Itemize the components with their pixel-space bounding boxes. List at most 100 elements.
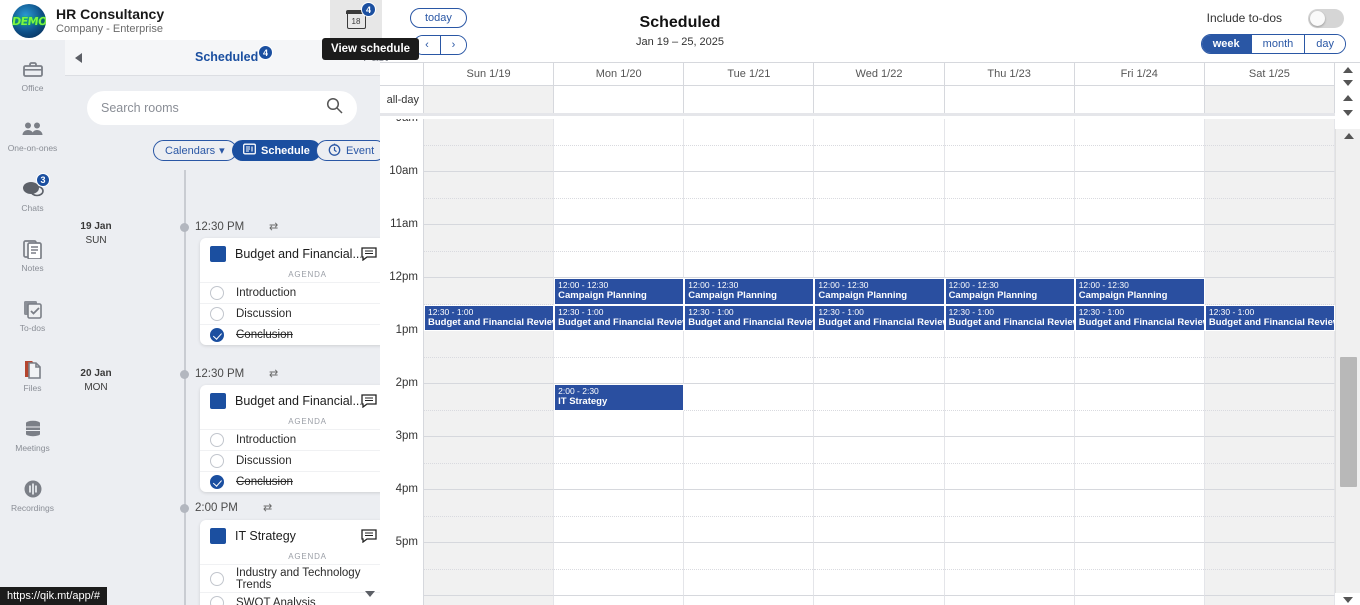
grid-cell[interactable] [554, 119, 685, 172]
allday-scroll-down-icon[interactable] [1335, 76, 1360, 89]
grid-cell[interactable] [1204, 172, 1335, 225]
grid-cell[interactable] [1075, 596, 1205, 605]
allday-scroll-down-icon-2[interactable] [1335, 106, 1360, 119]
grid-cell[interactable] [684, 331, 815, 384]
grid-cell[interactable] [554, 172, 685, 225]
sidebar-item-office[interactable]: Office [0, 52, 65, 100]
grid-cell[interactable] [1074, 437, 1205, 490]
calendar-event[interactable]: 12:00 - 12:30 Campaign Planning [944, 278, 1075, 305]
search-input[interactable] [101, 101, 326, 115]
scrollbar-track[interactable] [1335, 129, 1360, 593]
all-day-cell-tue[interactable] [684, 86, 815, 113]
grid-cell[interactable] [684, 543, 815, 596]
grid-cell[interactable] [1204, 543, 1335, 596]
sidebar-item-todos[interactable]: To-dos [0, 292, 65, 340]
grid-cell[interactable] [424, 596, 555, 605]
chat-icon[interactable] [361, 529, 377, 544]
schedule-button[interactable]: Schedule [232, 140, 321, 161]
grid-cell[interactable] [1074, 331, 1205, 384]
grid-cell[interactable] [814, 437, 945, 490]
grid-cell[interactable] [1204, 119, 1335, 172]
calendar-event[interactable]: 12:30 - 1:00 Budget and Financial Review [554, 304, 685, 331]
allday-scroll-up-icon-2[interactable] [1335, 91, 1360, 104]
agenda-item[interactable]: Discussion [200, 450, 380, 471]
grid-cell[interactable] [1074, 543, 1205, 596]
grid-cell[interactable] [424, 384, 555, 437]
agenda-item[interactable]: Introduction [200, 429, 380, 450]
calendars-button[interactable]: Calendars ▾ [153, 140, 237, 161]
grid-cell[interactable] [684, 490, 815, 543]
list-item[interactable]: Budget and Financial... ••• AGENDA Intro… [200, 385, 380, 492]
grid-cell[interactable] [554, 596, 685, 605]
scroll-down-arrow-icon[interactable] [1335, 593, 1360, 605]
agenda-item[interactable]: Conclusion [200, 471, 380, 492]
calendar-event[interactable]: 12:30 - 1:00 Budget and Financial Review [684, 304, 815, 331]
grid-cell[interactable] [1074, 119, 1205, 172]
grid-cell[interactable] [944, 384, 1075, 437]
grid-cell[interactable] [684, 384, 815, 437]
prev-week-button[interactable]: ‹ [414, 36, 440, 54]
grid-cell[interactable] [424, 543, 555, 596]
calendar-event[interactable]: 12:00 - 12:30 Campaign Planning [814, 278, 945, 305]
grid-cell[interactable] [944, 225, 1075, 278]
grid-cell[interactable] [944, 543, 1075, 596]
grid-cell[interactable] [554, 384, 685, 437]
calendar-event[interactable]: 12:00 - 12:30 Campaign Planning [684, 278, 815, 305]
grid-cell[interactable] [554, 490, 685, 543]
grid-cell[interactable] [684, 596, 815, 605]
calendar-event[interactable]: 12:00 - 12:30 Campaign Planning [1074, 278, 1205, 305]
search-rooms-box[interactable] [87, 91, 357, 125]
grid-cell[interactable] [424, 119, 555, 172]
grid-cell[interactable] [684, 172, 815, 225]
grid-cell[interactable] [814, 384, 945, 437]
sidebar-item-recordings[interactable]: Recordings [0, 472, 65, 520]
all-day-cell-fri[interactable] [1074, 86, 1205, 113]
all-day-cell-thu[interactable] [944, 86, 1075, 113]
agenda-checkbox[interactable] [210, 475, 224, 489]
grid-cell[interactable] [424, 225, 555, 278]
agenda-checkbox[interactable] [210, 571, 224, 586]
tab-scheduled[interactable]: Scheduled [195, 50, 259, 64]
grid-cell[interactable] [1204, 384, 1335, 437]
grid-cell[interactable] [554, 225, 685, 278]
grid-cell[interactable] [1204, 596, 1335, 605]
all-day-cell-sat[interactable] [1204, 86, 1335, 113]
grid-cell[interactable] [684, 225, 815, 278]
grid-cell[interactable] [1074, 384, 1205, 437]
sidebar-item-chats[interactable]: 3 Chats [0, 172, 65, 220]
grid-cell[interactable] [944, 119, 1075, 172]
agenda-item[interactable]: Discussion [200, 303, 380, 324]
panel-scrollbar[interactable] [365, 170, 375, 605]
agenda-checkbox[interactable] [210, 307, 224, 321]
grid-cell[interactable] [944, 490, 1075, 543]
grid-cell[interactable] [554, 437, 685, 490]
grid-cell[interactable] [944, 437, 1075, 490]
scroll-up-arrow-icon[interactable] [1336, 129, 1360, 142]
collapse-panel-arrow[interactable] [75, 53, 82, 63]
grid-cell[interactable] [684, 119, 815, 172]
grid-cell[interactable] [814, 119, 945, 172]
grid-cell[interactable] [814, 596, 945, 605]
all-day-cell-sun[interactable] [424, 86, 555, 113]
event-button[interactable]: Event [316, 140, 387, 161]
grid-cell[interactable] [945, 596, 1075, 605]
grid-cell[interactable] [814, 225, 945, 278]
list-item[interactable]: IT Strategy ••• AGENDA Industry and Tech… [200, 520, 380, 605]
grid-cell[interactable] [424, 172, 555, 225]
sidebar-item-files[interactable]: Files [0, 352, 65, 400]
grid-cell[interactable] [1074, 172, 1205, 225]
grid-cell[interactable] [684, 437, 815, 490]
agenda-checkbox[interactable] [210, 328, 224, 342]
grid-cell[interactable] [1204, 331, 1335, 384]
calendar-event[interactable]: 12:30 - 1:00 Budget and Financial Review [1074, 304, 1205, 331]
scrollbar-thumb[interactable] [1340, 357, 1357, 487]
agenda-item[interactable]: Industry and Technology Trends [200, 564, 380, 592]
grid-cell[interactable] [1074, 490, 1205, 543]
agenda-checkbox[interactable] [210, 596, 224, 605]
view-day-button[interactable]: day [1304, 35, 1345, 53]
view-month-button[interactable]: month [1250, 35, 1305, 53]
agenda-item[interactable]: Introduction [200, 282, 380, 303]
time-grid[interactable]: 9am 10am 11am 12pm 1pm 2pm [380, 119, 1335, 605]
sidebar-item-one-on-ones[interactable]: One-on-ones [0, 112, 65, 160]
grid-cell[interactable] [554, 331, 685, 384]
